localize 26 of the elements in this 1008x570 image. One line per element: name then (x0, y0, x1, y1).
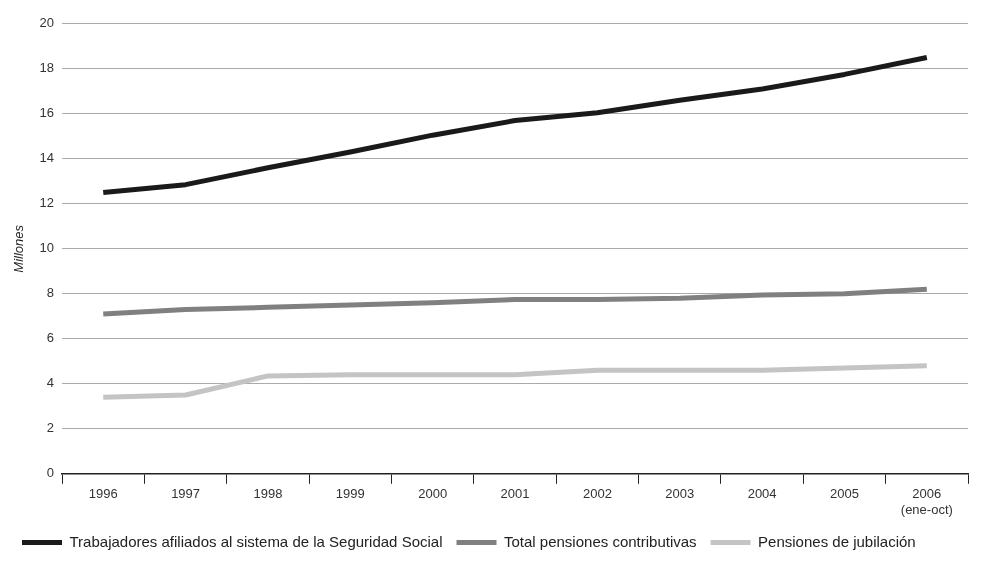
y-tick-label: 2 (46, 420, 55, 436)
y-tick-label: 10 (39, 240, 55, 256)
x-tick-label: 2000 (418, 486, 448, 502)
y-tick-label: 8 (46, 285, 55, 301)
y-tick-label: 20 (39, 15, 55, 31)
x-tick-label: 1997 (171, 486, 201, 502)
legend-label: Total pensiones contributivas (503, 532, 697, 550)
x-tick-label: 2003 (665, 486, 695, 502)
y-tick-label: 6 (46, 330, 55, 346)
y-tick-label: 18 (39, 60, 55, 76)
x-tick-label: 1996 (88, 486, 118, 502)
x-tick-label: 2004 (747, 486, 777, 502)
y-tick-label: 0 (46, 465, 55, 481)
x-tick-label: 2001 (500, 486, 530, 502)
y-tick-label: 16 (39, 105, 55, 121)
x-tick-label: 2006 (ene-oct) (900, 486, 953, 517)
y-tick-label: 14 (39, 150, 55, 166)
legend-label: Trabajadores afiliados al sistema de la Seguridad Social (69, 532, 443, 550)
x-tick-label: 1999 (335, 486, 365, 502)
x-tick-label: 2005 (830, 486, 859, 502)
y-axis-title: Millones (11, 224, 27, 273)
x-tick-label: 2002 (582, 486, 612, 502)
legend-label: Pensiones de jubilación (758, 532, 916, 550)
x-tick-label: 1998 (253, 486, 283, 502)
y-tick-label: 12 (39, 195, 55, 211)
y-tick-label: 4 (46, 375, 55, 391)
